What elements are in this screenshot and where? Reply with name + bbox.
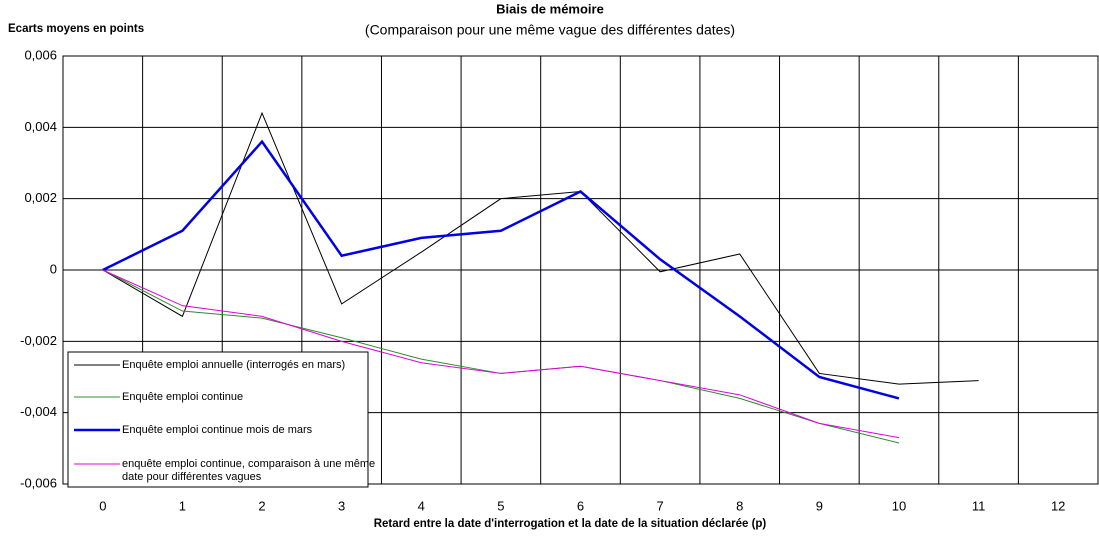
x-tick-label: 1 [179,498,186,513]
series-line [102,139,900,400]
x-tick-label: 9 [816,498,823,513]
x-tick-label: 5 [497,498,504,513]
y-axis-label: Ecarts moyens en points [8,23,144,35]
series-line [102,269,900,439]
x-tick-label: 4 [418,498,425,513]
legend-label: Enquête emploi continue mois de mars [122,424,313,436]
y-tick-label: -0,002 [20,333,57,348]
x-tick-label: 2 [258,498,265,513]
y-tick-label: 0 [50,261,57,276]
x-tick-label: 12 [1051,498,1065,513]
y-tick-label: 0,002 [24,190,57,205]
legend-label-line: enquête emploi continue, comparaison à u… [122,458,375,470]
legend-label: Enquête emploi annuelle (interrogés en m… [122,359,345,371]
x-tick-label: 10 [892,498,906,513]
y-tick-label: 0,004 [24,119,57,134]
x-tick-label: 0 [99,498,106,513]
x-tick-label: 7 [656,498,663,513]
y-tick-label: 0,006 [24,47,57,62]
y-tick-label: -0,004 [20,404,57,419]
chart-title: Biais de mémoire [496,1,604,16]
y-tick-label: -0,006 [20,475,57,490]
legend-label: enquête emploi continue, comparaison à u… [122,458,375,483]
x-tick-label: 11 [972,498,986,513]
legend-label-line: date pour différentes vagues [122,471,262,483]
x-tick-label: 6 [577,498,584,513]
legend-label: Enquête emploi continue [122,391,243,403]
x-tick-label: 8 [736,498,743,513]
x-axis-label: Retard entre la date d'interrogation et … [374,518,767,530]
x-tick-label: 3 [338,498,345,513]
chart-subtitle: (Comparaison pour une même vague des dif… [365,22,735,38]
series-line [102,111,979,385]
